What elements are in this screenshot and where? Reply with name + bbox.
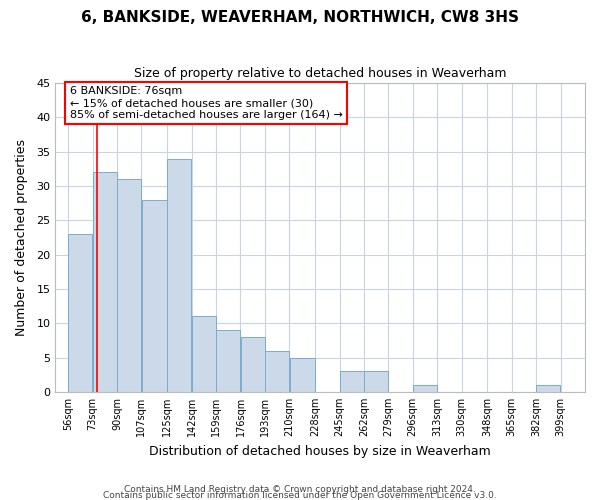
- Bar: [364, 372, 388, 392]
- Text: Contains HM Land Registry data © Crown copyright and database right 2024.: Contains HM Land Registry data © Crown c…: [124, 484, 476, 494]
- Bar: [167, 158, 191, 392]
- Bar: [265, 350, 289, 392]
- Bar: [536, 385, 560, 392]
- Bar: [241, 337, 265, 392]
- Text: Contains public sector information licensed under the Open Government Licence v3: Contains public sector information licen…: [103, 490, 497, 500]
- Text: 6 BANKSIDE: 76sqm
← 15% of detached houses are smaller (30)
85% of semi-detached: 6 BANKSIDE: 76sqm ← 15% of detached hous…: [70, 86, 343, 120]
- Bar: [413, 385, 437, 392]
- Bar: [217, 330, 240, 392]
- Bar: [117, 179, 141, 392]
- Bar: [142, 200, 167, 392]
- Bar: [192, 316, 216, 392]
- Bar: [340, 372, 364, 392]
- Title: Size of property relative to detached houses in Weaverham: Size of property relative to detached ho…: [134, 68, 506, 80]
- Bar: [68, 234, 92, 392]
- Text: 6, BANKSIDE, WEAVERHAM, NORTHWICH, CW8 3HS: 6, BANKSIDE, WEAVERHAM, NORTHWICH, CW8 3…: [81, 10, 519, 25]
- X-axis label: Distribution of detached houses by size in Weaverham: Distribution of detached houses by size …: [149, 444, 491, 458]
- Y-axis label: Number of detached properties: Number of detached properties: [15, 139, 28, 336]
- Bar: [290, 358, 315, 392]
- Bar: [93, 172, 117, 392]
